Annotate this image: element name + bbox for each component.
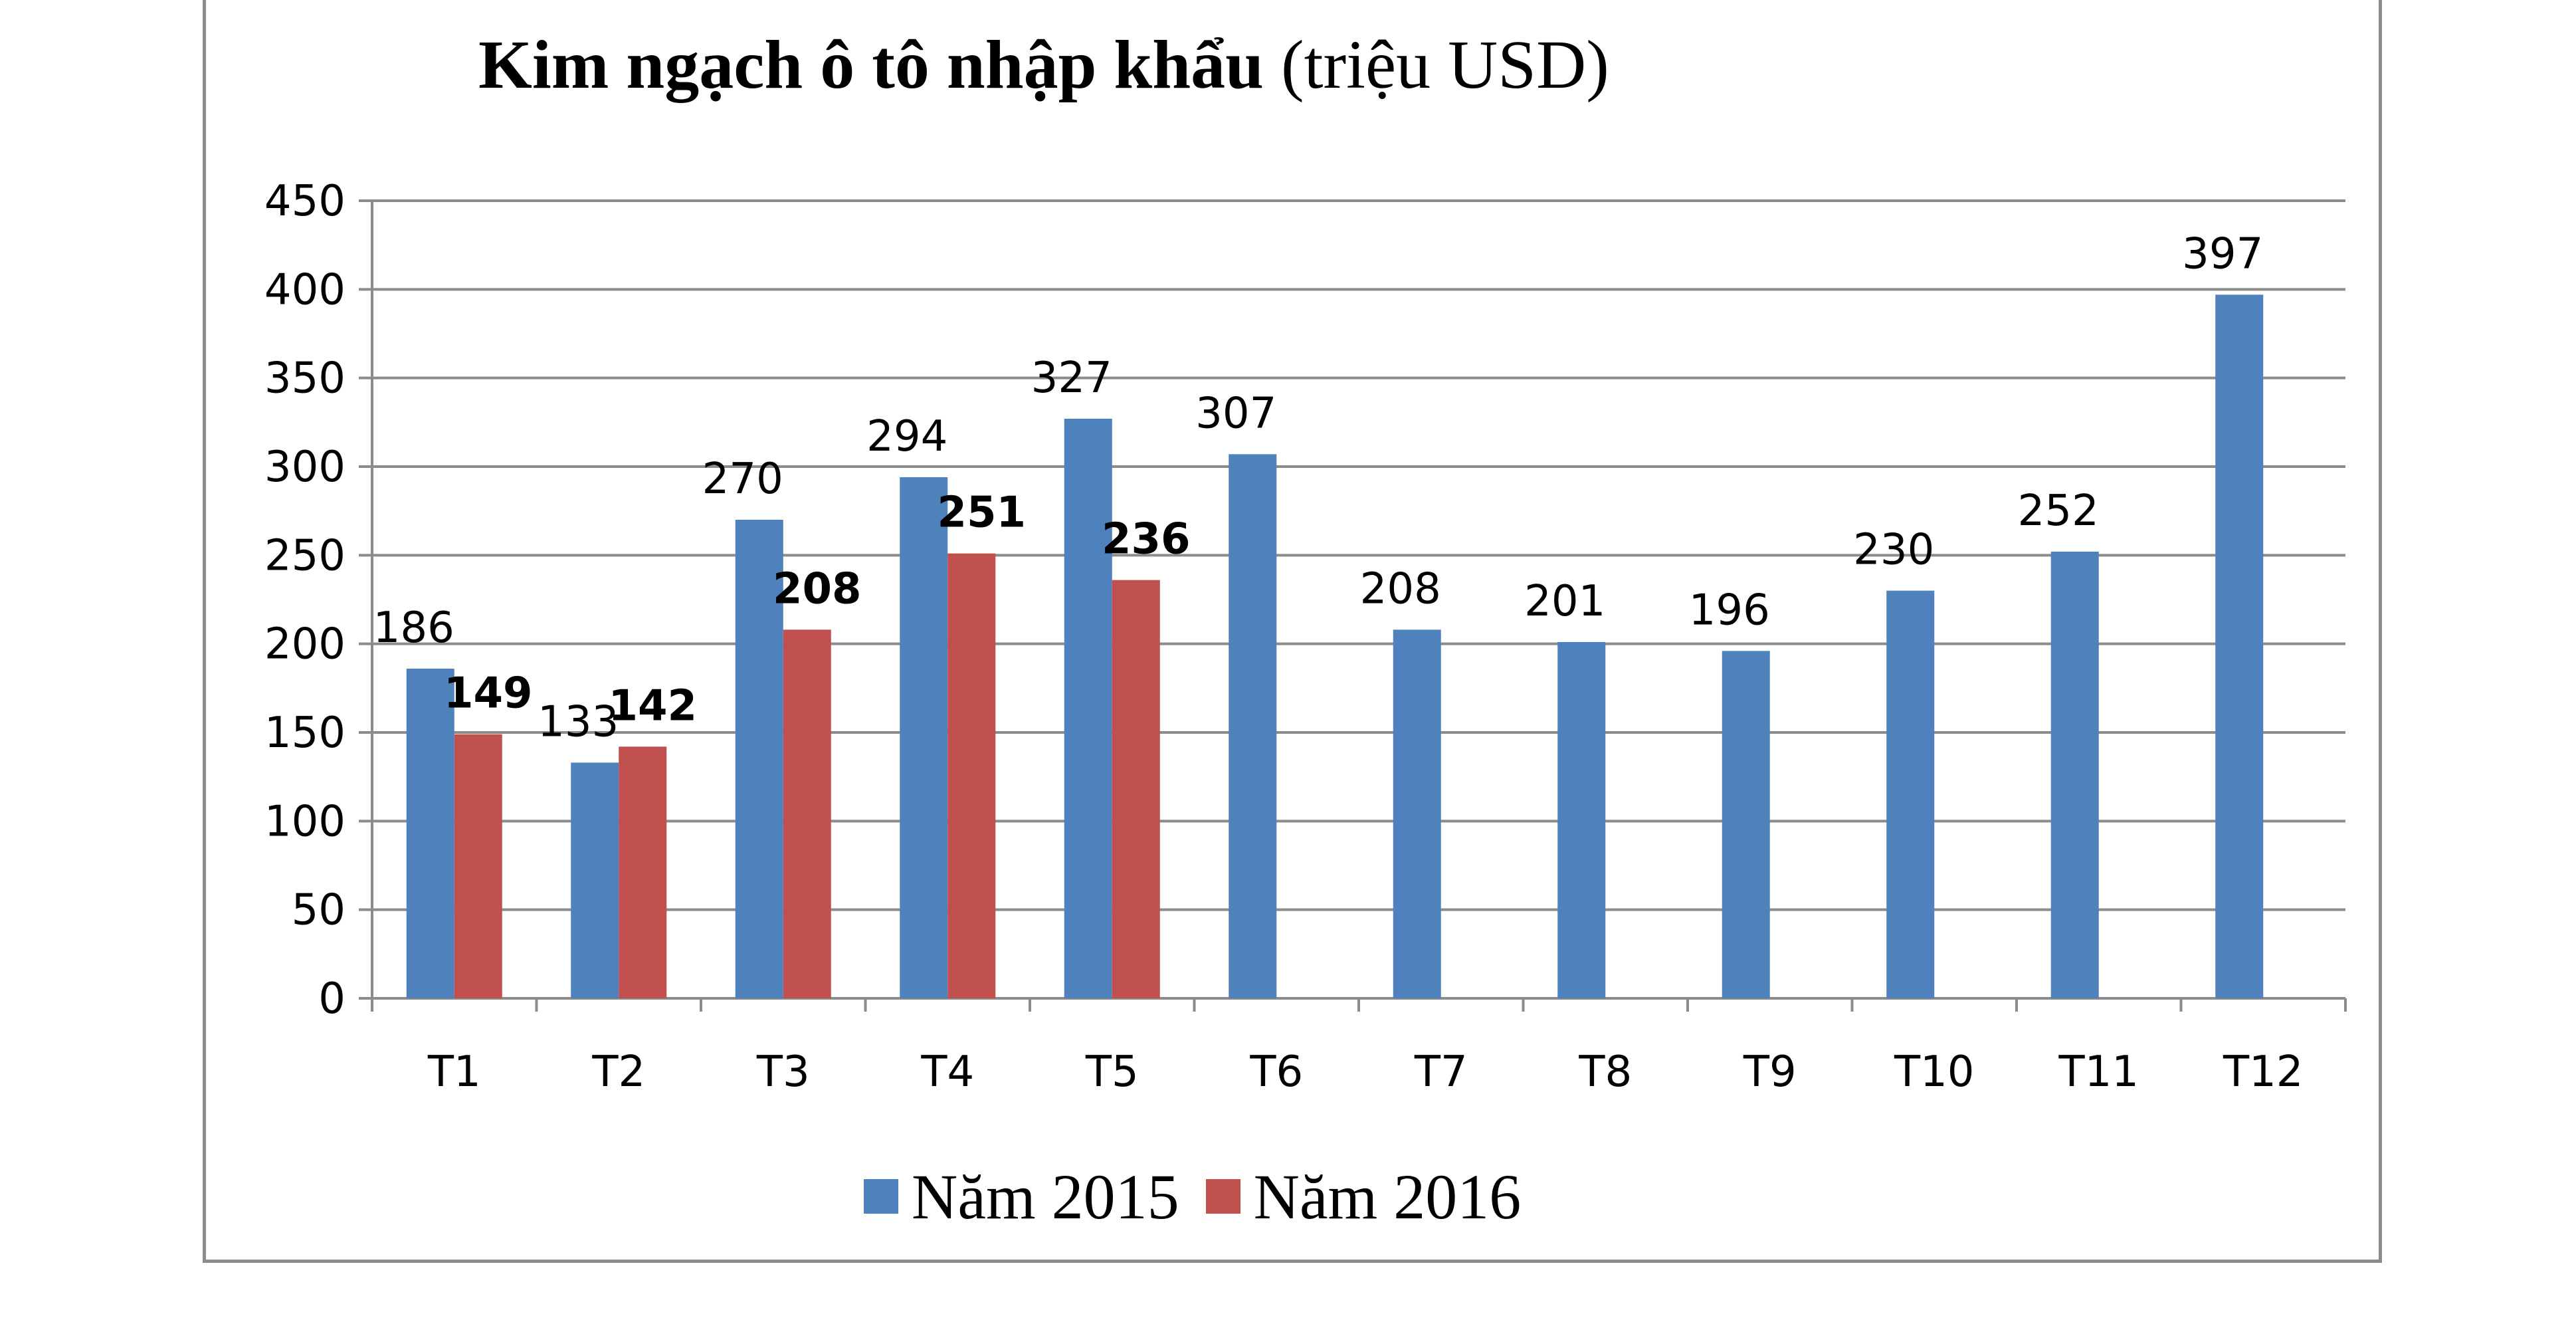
data-label: 196 <box>1689 586 1770 635</box>
bar-2015 <box>1557 642 1606 998</box>
data-label: 270 <box>702 455 783 504</box>
bar-2016 <box>454 734 502 998</box>
bar-2016 <box>619 746 667 998</box>
bar-2015 <box>571 762 619 998</box>
chart-title: Kim ngạch ô tô nhập khẩu (triệu USD) <box>478 12 1609 118</box>
legend-swatch-2016 <box>1205 1179 1240 1214</box>
y-tick-label: 200 <box>264 620 346 669</box>
bar-2015 <box>735 520 783 998</box>
x-tick-label: T7 <box>1414 1048 1468 1097</box>
y-tick-label: 450 <box>264 177 346 226</box>
data-label: 186 <box>373 604 454 653</box>
bar-2016 <box>783 629 831 998</box>
x-tick-label: T1 <box>427 1048 481 1097</box>
data-label: 236 <box>1102 515 1191 564</box>
data-label: 307 <box>1195 389 1276 438</box>
data-label: 251 <box>937 489 1026 538</box>
bar-2015 <box>406 669 454 998</box>
y-tick-label: 400 <box>264 265 346 314</box>
gridlines <box>372 199 2345 911</box>
x-tick-label: T10 <box>1894 1048 1975 1097</box>
bar-2015 <box>2215 294 2264 998</box>
y-tick-label: 150 <box>264 709 346 758</box>
x-tick-label: T4 <box>920 1048 974 1097</box>
y-tick-label: 0 <box>318 974 346 1024</box>
y-tick-label: 50 <box>292 886 346 935</box>
x-tick-label: T6 <box>1249 1048 1303 1097</box>
bar-2015 <box>1393 629 1441 998</box>
x-tick-label: T2 <box>591 1048 645 1097</box>
data-label: 149 <box>444 669 533 719</box>
bar-2015 <box>900 477 948 998</box>
data-label: 208 <box>1360 564 1441 613</box>
bar-2015 <box>1886 590 1935 998</box>
data-label: 201 <box>1524 577 1605 626</box>
x-tick-label: T9 <box>1743 1048 1797 1097</box>
legend-item-2016: Năm 2016 <box>1205 1160 1522 1234</box>
x-tick-label: T12 <box>2223 1048 2304 1097</box>
data-label: 294 <box>866 412 947 461</box>
bar-2015 <box>1722 651 1770 998</box>
x-tick-label: T5 <box>1085 1048 1139 1097</box>
data-label: 142 <box>608 681 697 730</box>
bar-2015 <box>1229 454 1277 998</box>
legend: Năm 2015 Năm 2016 <box>864 1157 1547 1236</box>
legend-item-2015: Năm 2015 <box>864 1160 1179 1234</box>
x-tick-label: T3 <box>756 1048 810 1097</box>
y-tick-label: 350 <box>264 354 346 403</box>
chart-frame <box>203 0 2382 1263</box>
y-tick-label: 300 <box>264 443 346 492</box>
axes: 0 50 100 150 200 250 300 350 400 450 T1 T2 T3 T4 T5 T6 T… <box>264 177 2347 1097</box>
data-label: 133 <box>538 697 619 746</box>
bars <box>406 294 2264 998</box>
legend-label-2015: Năm 2015 <box>912 1161 1179 1232</box>
bar-2015 <box>1064 419 1112 998</box>
data-label: 230 <box>1853 526 1934 575</box>
data-label: 397 <box>2182 229 2263 278</box>
y-tick-label: 250 <box>264 531 346 580</box>
legend-swatch-2015 <box>864 1179 898 1214</box>
y-tick-label: 100 <box>264 797 346 846</box>
x-tick-label: T8 <box>1578 1048 1632 1097</box>
legend-label-2016: Năm 2016 <box>1253 1161 1522 1232</box>
bar-2016 <box>1112 580 1160 998</box>
bar-2016 <box>947 553 996 998</box>
data-label: 252 <box>2018 487 2099 536</box>
bar-2015 <box>2050 552 2099 998</box>
data-labels: 186 133 270 294 327 307 208 201 196 230 252 397 149 1… <box>373 229 2264 746</box>
chart-title-main: Kim ngạch ô tô nhập khẩu <box>478 27 1264 103</box>
x-tick-label: T11 <box>2058 1048 2139 1097</box>
chart-title-unit: (triệu USD) <box>1280 27 1609 103</box>
data-label: 208 <box>773 564 862 613</box>
data-label: 327 <box>1031 354 1112 403</box>
